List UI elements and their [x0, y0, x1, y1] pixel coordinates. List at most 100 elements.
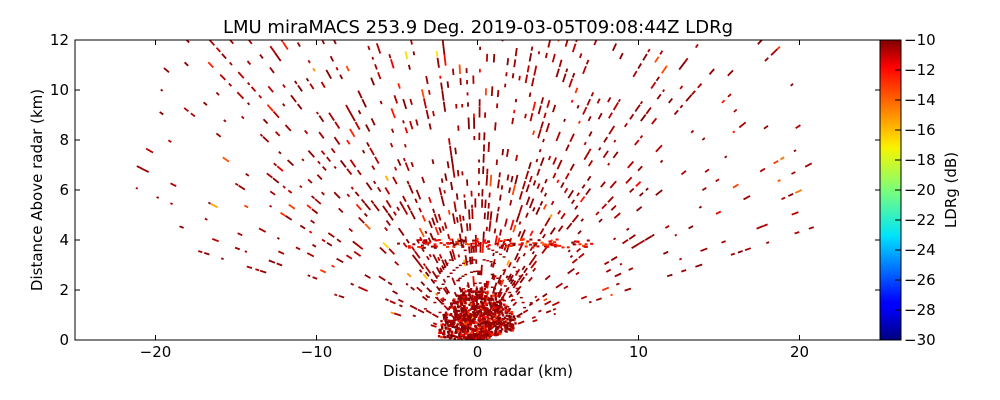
ldr-ring-gate: [493, 301, 497, 304]
ldr-gate: [272, 110, 280, 119]
ldr-near-gate: [467, 313, 471, 317]
ldr-gate: [504, 218, 508, 227]
ldr-ring-gate: [483, 283, 487, 285]
ldr-gate: [421, 176, 426, 184]
ldr-near-gate: [472, 299, 475, 302]
ldr-near-gate: [458, 331, 461, 334]
ldr-gate: [694, 43, 699, 49]
ldr-gate: [515, 256, 521, 263]
ldr-near-gate: [491, 318, 494, 321]
ldr-gate: [738, 121, 747, 129]
ldr-near-gate: [505, 304, 508, 308]
ldr-gate: [431, 313, 439, 319]
ldr-near-gate: [499, 320, 502, 324]
ldr-gate: [354, 191, 360, 197]
ldr-gate: [536, 183, 541, 190]
ldr-gate: [576, 247, 581, 253]
ldr-gate: [393, 95, 399, 104]
ldr-gate: [521, 180, 527, 190]
ldr-gate: [727, 93, 732, 98]
ldr-ring-gate: [470, 271, 474, 273]
ldr-gate: [425, 109, 430, 120]
ldr-ring-gate: [437, 292, 441, 294]
ldr-ring-gate: [489, 261, 493, 263]
ldr-gate: [436, 57, 440, 68]
ldr-gate: [424, 265, 432, 274]
ldr-near-gate: [463, 305, 466, 308]
ldr-near-gate: [469, 317, 472, 320]
ldr-gate: [568, 78, 574, 88]
ldr-gate: [617, 98, 621, 103]
ldr-near-gate: [442, 317, 446, 320]
ldr-ring-gate: [423, 308, 427, 310]
ldr-gate: [384, 175, 389, 182]
ldr-gate: [505, 72, 508, 77]
ldr-near-gate: [453, 318, 457, 322]
ldr-ring-gate: [455, 294, 459, 296]
ldr-gate: [382, 241, 389, 249]
ldr-gate: [451, 249, 456, 260]
ldr-gate: [462, 215, 465, 221]
ldr-gate: [428, 253, 432, 258]
ldr-ring-gate: [476, 294, 480, 296]
ldr-ring-gate: [508, 312, 512, 315]
ldr-near-gate: [508, 314, 511, 318]
colorbar-tick-label: −20: [904, 181, 936, 199]
ldr-gate: [701, 137, 706, 141]
ldr-gate: [457, 254, 461, 258]
ldr-near-gate: [491, 323, 494, 326]
ldr-layer-gate: [526, 240, 530, 243]
ldr-gate: [567, 189, 574, 199]
ldr-gate: [312, 67, 316, 72]
ldr-gate: [236, 91, 245, 100]
ldr-gate: [567, 249, 571, 253]
ldr-gate: [540, 186, 545, 193]
ldr-gate: [234, 246, 241, 251]
ldr-gate: [776, 45, 781, 50]
ldr-gate: [655, 144, 663, 153]
ldr-gate: [282, 41, 289, 50]
ldr-near-gate: [495, 312, 498, 315]
ldr-gate: [317, 160, 321, 165]
ldr-layer-gate: [483, 239, 487, 242]
ldr-gate: [458, 286, 463, 293]
ldr-gate: [219, 73, 227, 81]
ldr-gate: [418, 227, 425, 238]
ldr-ring-gate: [465, 261, 469, 263]
y-tick-label: 10: [50, 81, 69, 99]
ldr-gate: [402, 242, 408, 248]
ldr-near-gate: [442, 315, 446, 318]
ldr-layer-gate: [519, 239, 523, 241]
ldr-gate: [276, 262, 283, 267]
ldr-gate: [284, 215, 293, 221]
ldr-gate: [442, 287, 449, 295]
ldr-gate: [730, 252, 736, 256]
ldr-ring-gate: [473, 282, 477, 285]
ldr-near-gate: [482, 332, 485, 335]
ldr-gate: [417, 261, 425, 270]
ldr-near-gate: [448, 336, 452, 340]
ldr-gate: [732, 130, 736, 134]
ldr-layer-gate: [533, 243, 537, 246]
ldr-gate: [574, 87, 579, 94]
ldr-gate: [360, 287, 368, 292]
ldr-gate: [679, 85, 684, 90]
ldr-gate: [420, 281, 426, 287]
ldr-ring-gate: [465, 298, 469, 301]
ldr-layer-gate: [484, 241, 488, 244]
ldr-gate: [721, 99, 726, 104]
ldr-near-gate: [478, 325, 481, 329]
ldr-ring-gate: [438, 311, 442, 314]
ldr-gate: [358, 216, 365, 224]
ldr-gate: [496, 237, 501, 247]
ldr-gate: [183, 107, 189, 112]
ldr-gate: [210, 203, 218, 209]
ldr-near-gate: [471, 333, 474, 336]
ldr-gate: [415, 119, 419, 126]
ldr-gate: [417, 308, 425, 314]
ldr-gate: [393, 312, 402, 317]
ldr-near-gate: [470, 302, 473, 306]
ldr-ring-gate: [466, 285, 470, 287]
ldr-gate: [377, 71, 382, 80]
colorbar-tick-label: −26: [904, 271, 936, 289]
